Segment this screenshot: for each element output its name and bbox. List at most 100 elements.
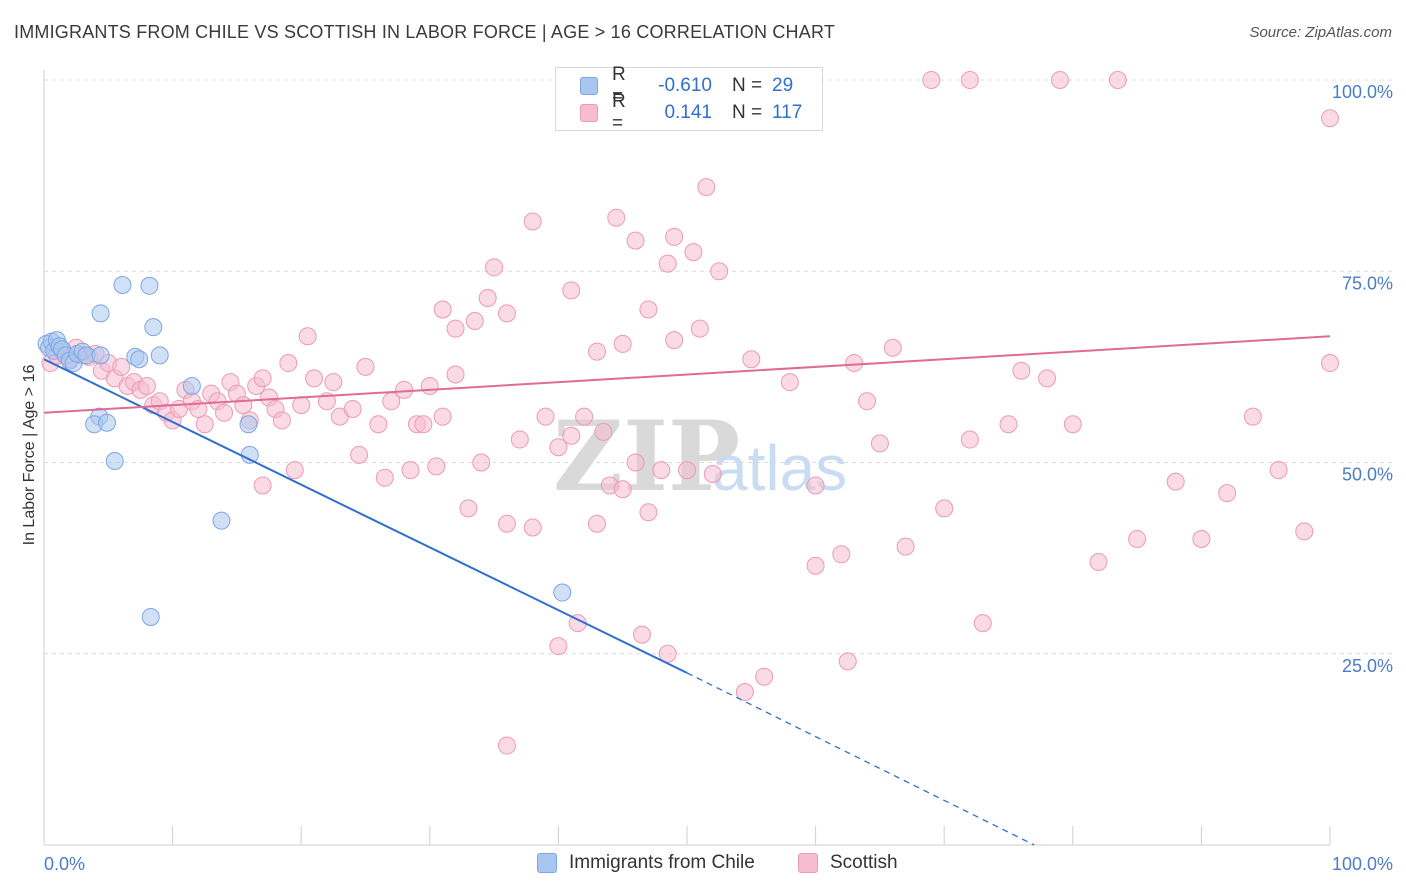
data-point — [613, 334, 632, 353]
stats-legend: R = -0.610 N = 29 R = 0.141 N = 117 — [555, 64, 823, 134]
legend-r-value: 0.141 — [664, 102, 712, 123]
data-point — [272, 411, 291, 430]
data-point — [305, 369, 324, 388]
data-point — [575, 407, 594, 426]
data-point — [91, 346, 110, 365]
data-point — [234, 396, 253, 415]
data-point — [140, 276, 159, 295]
data-point — [1012, 361, 1031, 380]
data-point — [703, 464, 722, 483]
data-point — [253, 369, 272, 388]
data-point — [562, 426, 581, 445]
data-point — [665, 227, 684, 246]
trend-line-chile-extension — [686, 672, 1035, 846]
data-point — [182, 377, 201, 395]
data-point — [240, 445, 259, 464]
data-point — [343, 399, 362, 418]
data-point — [472, 453, 491, 472]
data-point — [1295, 522, 1314, 541]
data-point — [414, 415, 433, 434]
data-point — [806, 556, 825, 575]
legend-item-scottish[interactable]: Scottish — [798, 852, 898, 874]
data-point — [1128, 530, 1147, 548]
data-point — [141, 608, 160, 627]
legend-swatch-scottish — [580, 104, 598, 122]
data-point — [523, 518, 542, 537]
chart-title: IMMIGRANTS FROM CHILE VS SCOTTISH IN LAB… — [14, 22, 836, 42]
data-point — [195, 415, 214, 434]
data-point — [973, 614, 992, 633]
data-point — [594, 422, 613, 441]
data-point — [144, 318, 163, 337]
data-point — [690, 319, 709, 338]
data-point — [91, 304, 110, 323]
data-point — [639, 300, 658, 319]
data-point — [446, 319, 465, 338]
data-point — [523, 212, 542, 231]
data-point — [150, 346, 169, 365]
data-point — [845, 354, 864, 373]
data-point — [652, 461, 671, 480]
data-point — [113, 276, 132, 295]
data-point — [806, 476, 825, 495]
data-point — [239, 415, 258, 434]
data-point — [253, 476, 272, 495]
data-point — [710, 262, 729, 281]
data-point — [607, 208, 626, 227]
data-point — [684, 243, 703, 262]
data-point — [350, 445, 369, 464]
data-point — [632, 625, 651, 644]
data-point — [553, 583, 572, 602]
source-credit: Source: ZipAtlas.com — [1249, 24, 1392, 41]
legend-r-label: R = — [612, 64, 626, 107]
data-point — [665, 331, 684, 350]
data-point — [215, 403, 234, 422]
data-point — [137, 377, 156, 395]
data-point — [485, 258, 504, 277]
data-point — [427, 457, 446, 476]
data-point — [742, 350, 761, 369]
data-point — [497, 514, 516, 533]
data-point — [285, 461, 304, 480]
data-point — [105, 451, 124, 470]
data-point — [395, 380, 414, 399]
y-tick-label: 25.0% — [1342, 656, 1393, 676]
data-point — [1038, 369, 1057, 388]
data-point — [375, 468, 394, 487]
data-point — [832, 545, 851, 564]
legend-n-label: N = — [732, 102, 763, 123]
data-point — [678, 461, 696, 480]
data-point — [1063, 415, 1082, 434]
data-point — [587, 342, 606, 361]
data-point — [324, 373, 343, 392]
data-point — [858, 392, 877, 411]
legend-label-chile: Immigrants from Chile — [569, 852, 755, 873]
data-point — [465, 311, 484, 330]
data-point — [497, 736, 516, 755]
data-point — [1108, 71, 1127, 89]
legend-item-chile[interactable]: Immigrants from Chile — [537, 852, 755, 874]
watermark-atlas: atlas — [712, 432, 847, 504]
legend-r-value: -0.610 — [658, 75, 712, 96]
data-point — [735, 683, 754, 701]
legend-r-label: R = — [612, 91, 626, 134]
data-point — [755, 667, 774, 686]
data-point — [130, 350, 149, 369]
data-point — [1218, 484, 1237, 503]
legend-row-scottish: R = 0.141 N = 117 — [580, 91, 802, 134]
series-legend: Immigrants from Chile Scottish — [0, 852, 1406, 876]
data-point — [1166, 472, 1185, 491]
data-point — [401, 461, 420, 480]
data-point — [549, 438, 568, 457]
data-point — [1192, 530, 1211, 548]
data-point — [883, 338, 902, 357]
data-point — [536, 407, 555, 426]
data-point — [446, 365, 465, 384]
trend-line-chile — [43, 358, 688, 674]
data-point — [639, 503, 658, 522]
data-point — [1321, 109, 1339, 128]
y-tick-label: 75.0% — [1342, 273, 1393, 293]
legend-n-value: 29 — [772, 75, 794, 96]
legend-n-label: N = — [732, 75, 763, 96]
